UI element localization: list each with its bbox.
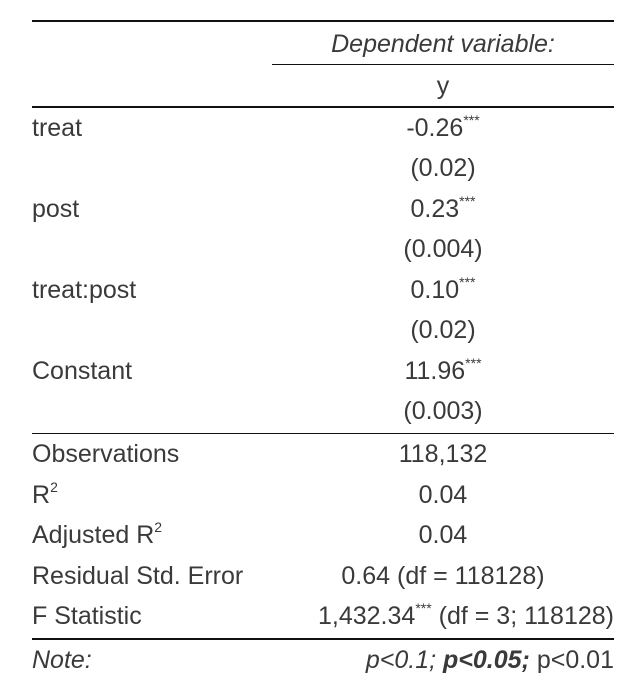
coef-name: post [32,195,80,223]
coef-se: (0.02) [410,154,476,182]
stat-row-residual-std-error: Residual Std. Error 0.64 (df = 118128) [32,556,614,596]
dependent-variable-label: Dependent variable: [331,30,555,58]
stat-row-r2: R2 0.04 [32,475,614,515]
stat-row-adjusted-r2: Adjusted R2 0.04 [32,515,614,555]
coef-row-post: post 0.23*** [32,189,614,229]
coef-name: treat:post [32,276,137,304]
coef-se: (0.02) [410,316,476,344]
stat-value: 1,432.34*** (df = 3; 118128) [318,599,614,630]
stat-label: Adjusted R2 [32,518,163,549]
stat-value: 0.04 [418,521,468,549]
header-row: Dependent variable: [32,24,614,64]
coef-row-treat: treat -0.26*** [32,108,614,148]
stat-label: Observations [32,440,180,468]
note-row: Note: p<0.1; p<0.05; p<0.01 [32,640,614,680]
coef-se: (0.003) [403,397,483,425]
stat-label: Residual Std. Error [32,562,244,590]
coef-estimate: 11.96*** [404,354,482,385]
se-row-treat: (0.02) [32,148,614,188]
se-row-treat-post: (0.02) [32,310,614,350]
header-bottom-rule [32,106,614,108]
stat-value: 118,132 [398,440,488,468]
se-row-post: (0.004) [32,229,614,269]
top-rule [32,20,614,22]
bottom-rule [32,638,614,640]
stat-value: 0.04 [418,481,468,509]
stat-label: R2 [32,478,58,509]
se-row-constant: (0.003) [32,391,614,431]
stat-value: 0.64 (df = 118128) [341,562,545,590]
y-label: y [436,72,450,100]
stat-label: F Statistic [32,602,142,630]
header-underline [272,64,614,65]
coef-se: (0.004) [403,235,483,263]
stat-row-f-statistic: F Statistic 1,432.34*** (df = 3; 118128) [32,596,614,636]
note-label: Note: [32,646,92,674]
coef-estimate: 0.23*** [410,192,476,223]
stats-top-rule [32,433,614,434]
coef-row-constant: Constant 11.96*** [32,351,614,391]
stat-row-observations: Observations 118,132 [32,434,614,474]
coef-name: treat [32,114,83,142]
coef-row-treat-post: treat:post 0.10*** [32,270,614,310]
coef-estimate: -0.26*** [406,111,480,142]
coef-name: Constant [32,357,133,385]
note-text: p<0.1; p<0.05; p<0.01 [365,646,614,674]
y-row: y [32,66,614,106]
coef-estimate: 0.10*** [410,273,476,304]
